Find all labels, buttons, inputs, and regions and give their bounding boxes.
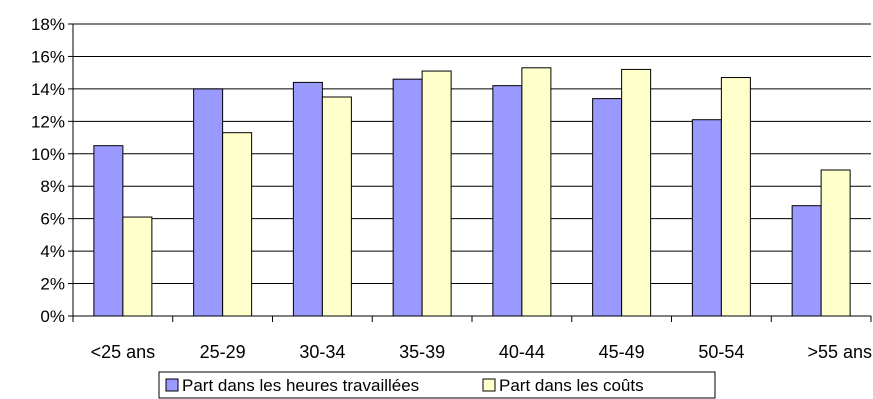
bar-series-2 [321,96,352,317]
y-tick-label: 10% [31,145,65,164]
y-tick-label: 18% [31,15,65,34]
legend-label: Part dans les coûts [499,376,644,395]
y-tick-label: 14% [31,80,65,99]
bar-series-1 [791,205,822,317]
bar-series-2 [820,169,851,317]
bar-series-1 [492,85,523,317]
x-tick-label: 35-39 [399,342,445,362]
bar-series-1 [691,119,722,317]
y-tick-label: 6% [40,210,65,229]
x-tick-label: 25-29 [200,342,246,362]
y-tick-label: 0% [40,307,65,326]
bar-series-2 [421,70,452,317]
bars [93,67,851,317]
bar-series-2 [720,77,751,317]
legend: Part dans les heures travaillées Part dan… [158,371,716,399]
y-axis: 0% 2% 4% 6% 8% 10% 12% 14% 16% 18% [31,15,74,326]
bar-series-2 [521,67,552,317]
y-tick-label: 8% [40,177,65,196]
x-tick-label: 45-49 [599,342,645,362]
bar-series-1 [93,145,124,317]
x-tick-label: >55 ans [807,342,872,362]
bar-series-1 [292,81,323,317]
bar-series-2 [122,216,153,317]
bar-series-2 [621,68,652,317]
bar-series-1 [193,88,224,317]
x-axis: <25 ans 25-29 30-34 35-39 40-44 45-49 50-54 >55… [72,315,872,362]
legend-swatch [165,378,179,392]
x-tick-label: 30-34 [299,342,345,362]
y-tick-label: 16% [31,47,65,66]
y-tick-label: 4% [40,242,65,261]
x-tick-label: <25 ans [91,342,156,362]
bar-series-2 [222,132,253,317]
bar-series-1 [392,78,423,317]
y-tick-label: 2% [40,275,65,294]
x-tick-label: 40-44 [499,342,545,362]
y-tick-label: 12% [31,112,65,131]
legend-box [158,371,716,399]
bar-series-1 [592,98,623,317]
legend-swatch [482,378,496,392]
legend-label: Part dans les heures travaillées [182,376,419,395]
x-tick-label: 50-54 [698,342,744,362]
gridlines [73,23,871,317]
